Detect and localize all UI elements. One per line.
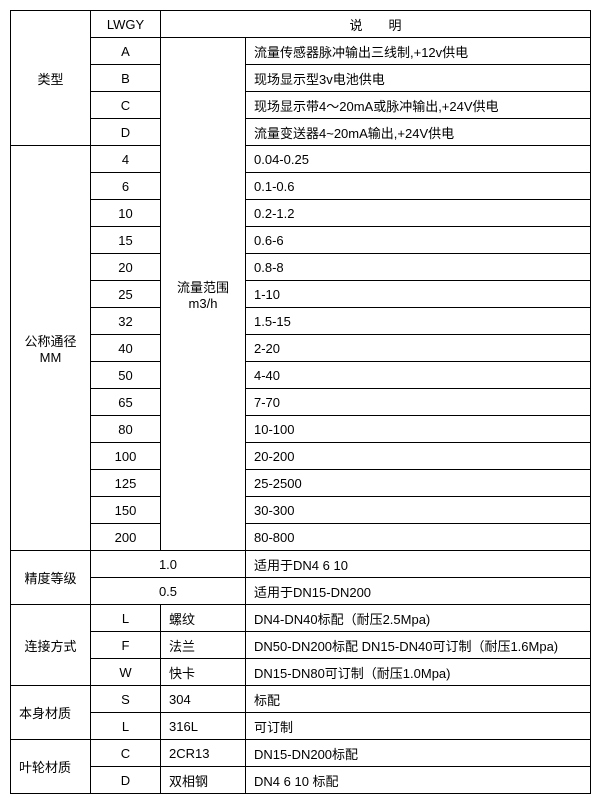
- diameter-desc: 10-100: [246, 416, 591, 443]
- connection-code: L: [91, 605, 161, 632]
- impeller-material-name: 双相钢: [161, 767, 246, 794]
- diameter-label-bottom: MM: [40, 350, 62, 365]
- type-code: C: [91, 92, 161, 119]
- type-code: B: [91, 65, 161, 92]
- type-desc: 现场显示带4～20mA或脉冲输出,+24V供电: [246, 92, 591, 119]
- body-material-desc: 可订制: [246, 713, 591, 740]
- connection-name: 螺纹: [161, 605, 246, 632]
- impeller-material-name: 2CR13: [161, 740, 246, 767]
- diameter-code: 50: [91, 362, 161, 389]
- diameter-desc: 1.5-15: [246, 308, 591, 335]
- diameter-code: 100: [91, 443, 161, 470]
- connection-name: 快卡: [161, 659, 246, 686]
- diameter-code: 6: [91, 173, 161, 200]
- diameter-desc: 80-800: [246, 524, 591, 551]
- diameter-code: 40: [91, 335, 161, 362]
- diameter-desc: 0.8-8: [246, 254, 591, 281]
- body-material-name: 316L: [161, 713, 246, 740]
- connection-desc: DN4-DN40标配（耐压2.5Mpa): [246, 605, 591, 632]
- diameter-desc: 0.2-1.2: [246, 200, 591, 227]
- connection-desc: DN50-DN200标配 DN15-DN40可订制（耐压1.6Mpa): [246, 632, 591, 659]
- body-material-label: 本身材质: [11, 686, 91, 740]
- accuracy-desc: 适用于DN4 6 10: [246, 551, 591, 578]
- impeller-material-code: D: [91, 767, 161, 794]
- flow-range-label: 流量范围 m3/h: [161, 38, 246, 551]
- diameter-desc: 7-70: [246, 389, 591, 416]
- header-desc: 说 明: [161, 11, 591, 38]
- accuracy-grade: 1.0: [91, 551, 246, 578]
- accuracy-desc: 适用于DN15-DN200: [246, 578, 591, 605]
- body-material-desc: 标配: [246, 686, 591, 713]
- diameter-desc: 20-200: [246, 443, 591, 470]
- type-code: D: [91, 119, 161, 146]
- connection-label: 连接方式: [11, 605, 91, 686]
- diameter-desc: 4-40: [246, 362, 591, 389]
- diameter-desc: 25-2500: [246, 470, 591, 497]
- body-material-name: 304: [161, 686, 246, 713]
- diameter-code: 10: [91, 200, 161, 227]
- diameter-code: 32: [91, 308, 161, 335]
- header-lwgy: LWGY: [91, 11, 161, 38]
- diameter-code: 20: [91, 254, 161, 281]
- type-desc: 现场显示型3v电池供电: [246, 65, 591, 92]
- diameter-code: 80: [91, 416, 161, 443]
- diameter-code: 150: [91, 497, 161, 524]
- connection-name: 法兰: [161, 632, 246, 659]
- diameter-desc: 1-10: [246, 281, 591, 308]
- diameter-code: 4: [91, 146, 161, 173]
- type-desc: 流量传感器脉冲输出三线制,+12v供电: [246, 38, 591, 65]
- diameter-code: 15: [91, 227, 161, 254]
- diameter-desc: 30-300: [246, 497, 591, 524]
- body-material-code: L: [91, 713, 161, 740]
- type-desc: 流量变送器4~20mA输出,+24V供电: [246, 119, 591, 146]
- connection-code: W: [91, 659, 161, 686]
- impeller-material-code: C: [91, 740, 161, 767]
- type-code: A: [91, 38, 161, 65]
- impeller-material-desc: DN15-DN200标配: [246, 740, 591, 767]
- diameter-label: 公称通径 MM: [11, 146, 91, 551]
- spec-table: 类型 LWGY 说 明 A 流量范围 m3/h 流量传感器脉冲输出三线制,+12…: [10, 10, 591, 794]
- diameter-desc: 0.1-0.6: [246, 173, 591, 200]
- diameter-label-top: 公称通径: [24, 334, 76, 349]
- flow-range-top: 流量范围: [177, 280, 229, 295]
- diameter-desc: 0.6-6: [246, 227, 591, 254]
- type-label: 类型: [11, 11, 91, 146]
- accuracy-grade: 0.5: [91, 578, 246, 605]
- diameter-code: 125: [91, 470, 161, 497]
- impeller-material-label: 叶轮材质: [11, 740, 91, 794]
- diameter-code: 200: [91, 524, 161, 551]
- body-material-code: S: [91, 686, 161, 713]
- diameter-desc: 2-20: [246, 335, 591, 362]
- accuracy-label: 精度等级: [11, 551, 91, 605]
- diameter-code: 25: [91, 281, 161, 308]
- diameter-code: 65: [91, 389, 161, 416]
- diameter-desc: 0.04-0.25: [246, 146, 591, 173]
- impeller-material-desc: DN4 6 10 标配: [246, 767, 591, 794]
- flow-range-bottom: m3/h: [189, 296, 218, 311]
- connection-desc: DN15-DN80可订制（耐压1.0Mpa): [246, 659, 591, 686]
- connection-code: F: [91, 632, 161, 659]
